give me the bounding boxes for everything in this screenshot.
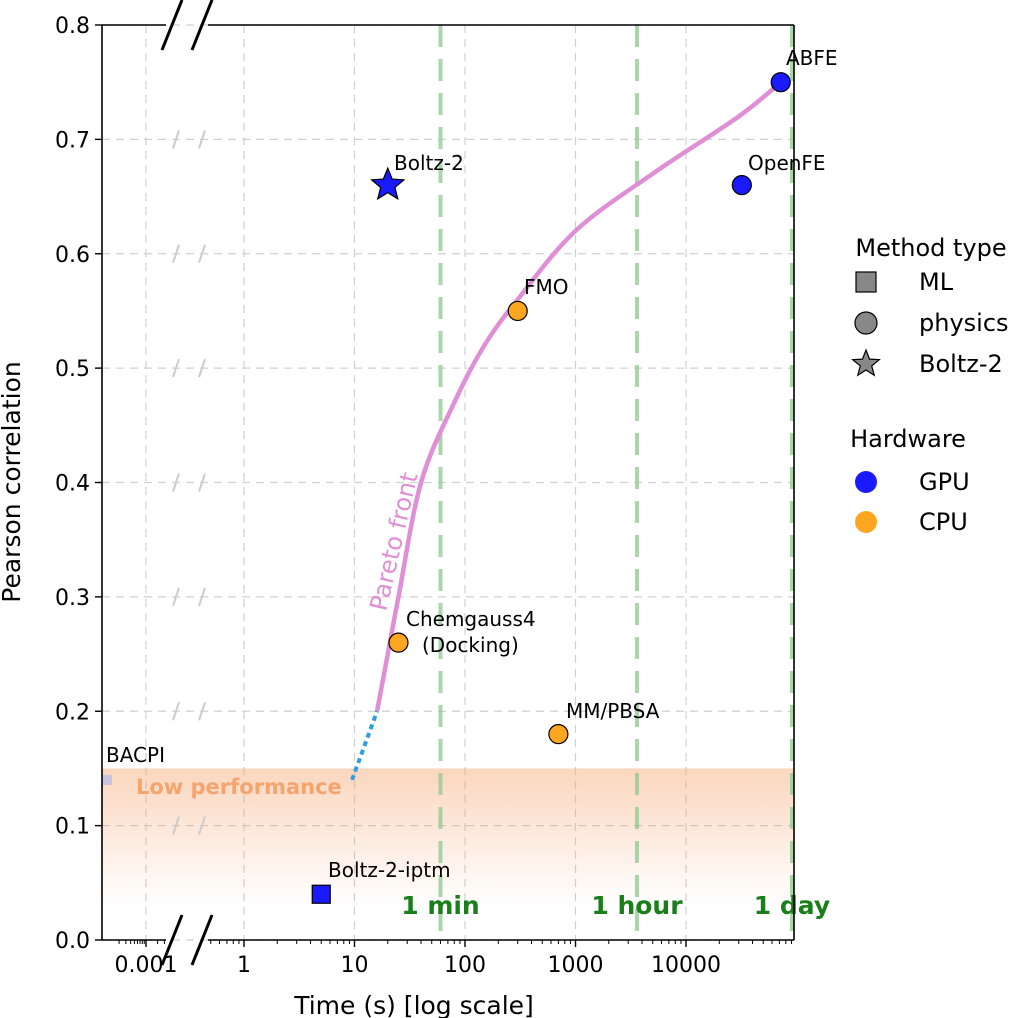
low-performance-region <box>102 768 794 906</box>
x-tick-label: 100 <box>444 953 486 978</box>
axis-break-mark <box>190 914 214 966</box>
axis-break-mark <box>160 0 184 51</box>
low-performance-label: Low performance <box>136 775 342 799</box>
pareto-front-extension <box>350 710 379 781</box>
x-tick-label: 1000 <box>548 953 604 978</box>
point-label: MM/PBSA <box>566 699 660 723</box>
y-tick-label: 0.4 <box>55 472 90 497</box>
axis-break-slash <box>198 358 206 378</box>
point-marker <box>370 166 406 201</box>
axis-break-slash <box>172 816 180 835</box>
axis-break-slash <box>198 816 206 835</box>
legend-marker <box>851 348 881 377</box>
legend-hardware-title: Hardware <box>850 425 966 453</box>
point-marker <box>770 72 791 93</box>
time-marker-label: 1 day <box>754 891 830 920</box>
time-marker-label: 1 min <box>401 891 480 920</box>
y-tick-label: 0.5 <box>55 357 90 382</box>
point-label: Chemgauss4 <box>406 607 536 631</box>
legend-label: CPU <box>919 508 968 536</box>
time-marker-label: 1 hour <box>591 891 683 920</box>
axis-break-slash <box>172 473 180 492</box>
axis-break-mark <box>190 0 214 51</box>
legend-marker <box>855 511 877 533</box>
x-axis-label: Time (s) [log scale] <box>293 991 534 1018</box>
point-marker <box>311 884 331 904</box>
axis-break-slash <box>172 244 180 264</box>
data-points: ABFEOpenFEBoltz-2FMOChemgauss4(Docking)M… <box>102 46 838 904</box>
time-markers: 1 min 1 hour 1 day <box>401 25 830 940</box>
y-tick-label: 0.1 <box>55 815 90 840</box>
axis-break-slash <box>172 358 180 378</box>
legend-marker <box>854 311 878 335</box>
axis-break-slash <box>198 130 206 149</box>
point-marker <box>731 175 752 196</box>
point-label: Boltz-2 <box>394 151 464 175</box>
legend-method-title: Method type <box>855 234 1006 262</box>
x-tick-label: 10 <box>341 953 369 978</box>
y-tick-label: 0.3 <box>55 586 90 611</box>
point-label: (Docking) <box>422 633 519 657</box>
x-tick-label: 0.001 <box>115 953 178 978</box>
pareto-front-line <box>374 80 783 712</box>
legend: Method type ML physics Boltz-2 Hardware GPU CP… <box>850 234 1008 536</box>
point-label: FMO <box>524 275 569 299</box>
axis-break-slash <box>172 587 180 607</box>
point-marker <box>102 774 112 785</box>
axis-break-slash <box>172 130 180 149</box>
axis-break-slash <box>198 701 206 721</box>
axis-break-slash <box>198 587 206 607</box>
point-marker <box>388 632 409 653</box>
axes: 0.0 0.1 0.2 0.3 0.4 0.5 0.6 0.7 0.8 0.001 1 10 100 10… <box>0 0 795 1018</box>
legend-marker <box>855 471 877 493</box>
axis-break-slash <box>172 701 180 721</box>
axis-break-mark <box>160 914 184 966</box>
pareto-front: Pareto front <box>350 80 783 781</box>
point-label: BACPI <box>106 743 165 767</box>
point-label: Boltz-2-iptm <box>328 858 451 882</box>
y-tick-label: 0.8 <box>55 14 90 39</box>
legend-label: physics <box>919 309 1009 337</box>
legend-label: ML <box>919 268 954 296</box>
y-tick-label: 0.0 <box>55 929 90 954</box>
point-marker <box>507 300 528 322</box>
point-label: OpenFE <box>748 151 826 175</box>
y-tick-label: 0.6 <box>55 243 90 268</box>
pareto-front-label: Pareto front <box>365 470 424 614</box>
legend-marker <box>855 271 877 293</box>
y-tick-label: 0.7 <box>55 128 90 153</box>
legend-label: Boltz-2 <box>919 350 1003 378</box>
y-tick-label: 0.2 <box>55 700 90 725</box>
y-axis-label: Pearson correlation <box>0 361 26 602</box>
legend-label: GPU <box>919 468 970 496</box>
x-tick-label: 10000 <box>651 953 721 978</box>
x-tick-label: 1 <box>237 953 251 978</box>
low-performance-band: Low performance <box>102 768 794 906</box>
point-marker <box>548 724 569 745</box>
axis-break-slash <box>198 473 206 492</box>
axis-break-slash <box>198 244 206 264</box>
